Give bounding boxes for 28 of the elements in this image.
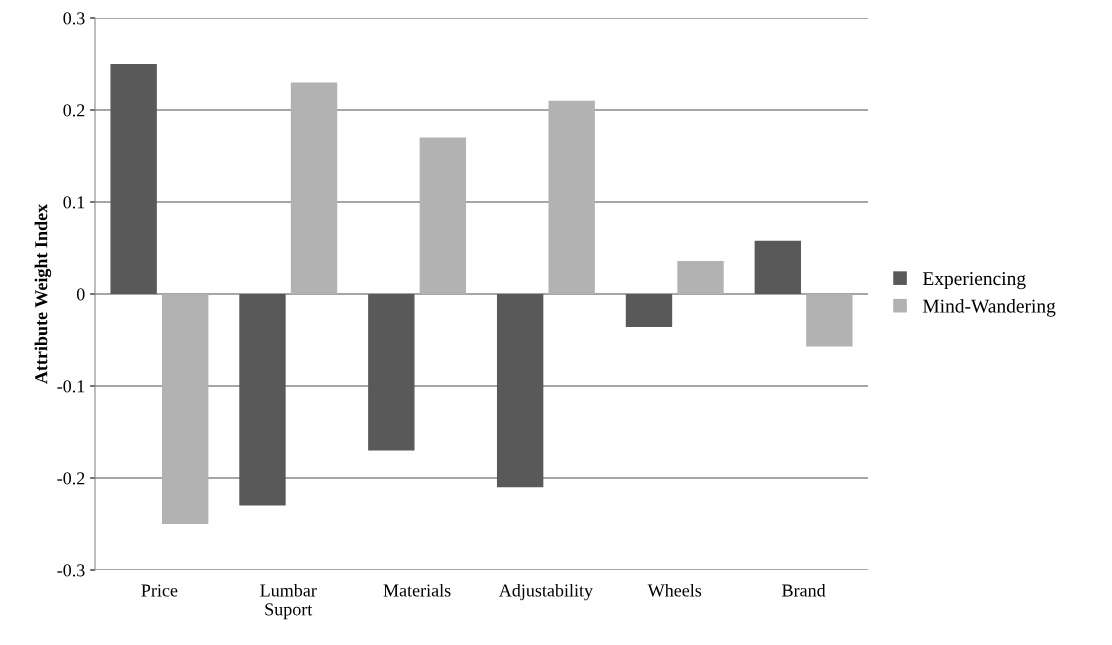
bar [548, 100, 595, 294]
bar [754, 240, 802, 294]
bar [161, 294, 209, 524]
x-tick-label: Materials [383, 583, 451, 597]
y-tick-label: 0.2 [63, 104, 85, 117]
bar [110, 64, 157, 294]
y-tick-label: 0.3 [63, 12, 85, 25]
x-tick-label: Adjustability [498, 583, 593, 601]
x-tick-label: Price [141, 584, 178, 597]
bar [677, 260, 724, 294]
x-tick-label: Lumbar Suport [260, 583, 317, 620]
y-tick-label: 0.1 [63, 196, 85, 209]
bar [239, 294, 286, 506]
y-tick-label: -0.3 [57, 564, 85, 577]
y-tick-label: -0.2 [57, 472, 85, 485]
legend-label: Mind-Wandering [922, 298, 1056, 317]
y-tick-label: -0.1 [57, 380, 85, 393]
bar [419, 137, 467, 294]
bar [496, 294, 544, 488]
bar [368, 294, 415, 451]
bar [806, 294, 853, 347]
y-axis-title: Attribute Weight Index [34, 203, 52, 384]
bar [625, 294, 673, 328]
x-tick-label: Brand [782, 583, 826, 597]
bar [290, 82, 338, 294]
y-tick-label: 0 [76, 288, 85, 301]
x-tick-label: Wheels [647, 583, 702, 597]
legend-label: Experiencing [922, 272, 1026, 290]
